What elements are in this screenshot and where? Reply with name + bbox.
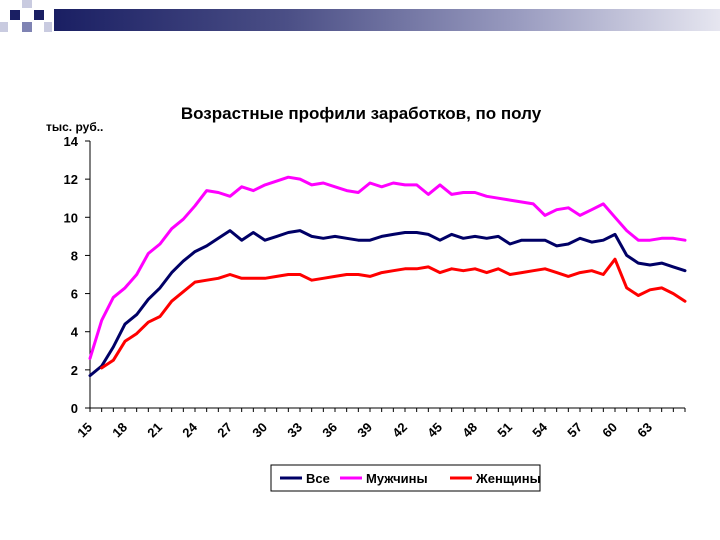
- deco-square-1: [10, 10, 20, 20]
- x-tick-label: 63: [634, 420, 655, 441]
- y-tick-label: 4: [71, 325, 79, 340]
- series-line-2: [100, 257, 687, 370]
- legend: Все Мужчины Женщины: [270, 464, 541, 492]
- deco-square-3: [22, 22, 32, 32]
- x-tick-label: 39: [354, 420, 375, 441]
- x-tick-label: 51: [494, 420, 515, 441]
- deco-square-6: [44, 22, 52, 32]
- x-tick-label: 45: [424, 420, 445, 441]
- x-tick-label: 36: [319, 420, 340, 441]
- y-tick-label: 6: [71, 287, 78, 302]
- x-tick-label: 60: [599, 420, 620, 441]
- y-tick-label: 2: [71, 363, 78, 378]
- deco-square-5: [0, 22, 8, 32]
- legend-label: Все: [306, 471, 330, 486]
- x-tick-label: 42: [389, 420, 410, 441]
- deco-square-2: [34, 10, 44, 20]
- x-tick-label: 33: [284, 420, 305, 441]
- header-decoration: [0, 0, 720, 40]
- series-line-1: [88, 175, 687, 360]
- y-tick-label: 10: [64, 210, 78, 225]
- legend-label: Мужчины: [366, 471, 428, 486]
- legend-label: Женщины: [475, 471, 541, 486]
- x-tick-label: 21: [144, 420, 165, 441]
- legend-box: [270, 464, 541, 492]
- x-tick-label: 48: [459, 420, 480, 441]
- x-tick-label: 57: [564, 420, 585, 441]
- x-tick-label: 24: [179, 419, 200, 440]
- deco-gradient-bar: [54, 9, 720, 31]
- x-tick-label: 18: [109, 420, 130, 441]
- x-tick-label: 54: [529, 419, 550, 440]
- deco-square-4: [22, 0, 32, 8]
- y-tick-label: 14: [64, 134, 79, 149]
- y-tick-label: 8: [71, 248, 78, 263]
- x-tick-label: 15: [74, 420, 95, 441]
- y-tick-label: 12: [64, 172, 78, 187]
- series-lines: [88, 175, 687, 378]
- series-line-0: [88, 229, 687, 378]
- x-tick-label: 27: [214, 420, 235, 441]
- chart-title: Возрастные профили заработков, по полу: [181, 104, 542, 123]
- y-axis-unit-label: тыс. руб..: [46, 120, 103, 134]
- y-tick-label: 0: [71, 401, 78, 416]
- x-tick-label: 30: [249, 420, 270, 441]
